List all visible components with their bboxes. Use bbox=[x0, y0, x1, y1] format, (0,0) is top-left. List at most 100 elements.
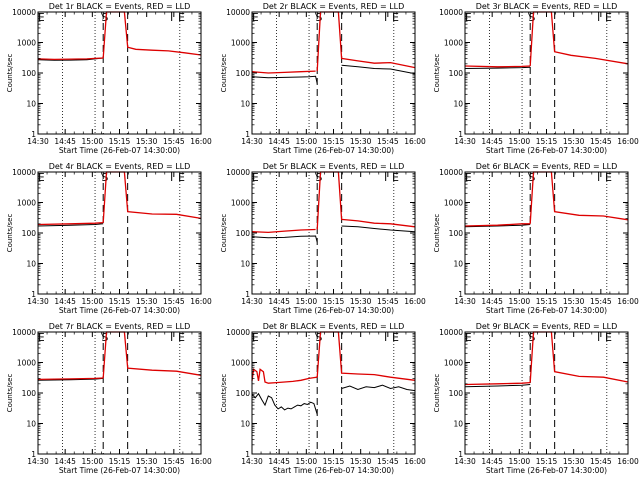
x-tick-label: 14:30 bbox=[27, 137, 49, 146]
event-marker-label: E bbox=[38, 331, 45, 344]
x-tick-label: 16:00 bbox=[404, 297, 426, 306]
x-tick-label: 15:45 bbox=[163, 297, 185, 306]
x-axis-label: Start Time (26-Feb-07 14:30:00) bbox=[273, 466, 394, 475]
y-axis-label: Counts/sec bbox=[433, 374, 441, 413]
series-line-lld bbox=[251, 70, 316, 74]
event-marker-label: S bbox=[315, 331, 322, 344]
y-tick-label: 10000 bbox=[226, 168, 250, 177]
panel-title: Det 3r BLACK = Events, RED = LLD bbox=[476, 2, 618, 11]
series-line-lld bbox=[251, 228, 316, 234]
x-tick-label: 15:15 bbox=[536, 457, 558, 466]
x-tick-label: 15:45 bbox=[377, 137, 399, 146]
event-marker-label: S bbox=[101, 11, 108, 24]
x-tick-label: 15:30 bbox=[350, 297, 372, 306]
x-tick-label: 14:30 bbox=[454, 137, 476, 146]
y-tick-label: 1000 bbox=[231, 199, 250, 208]
x-axis-label: Start Time (26-Feb-07 14:30:00) bbox=[59, 146, 180, 155]
x-axis-label: Start Time (26-Feb-07 14:30:00) bbox=[273, 146, 394, 155]
x-tick-label: 14:45 bbox=[54, 297, 76, 306]
x-tick-label: 14:45 bbox=[481, 457, 503, 466]
y-tick-label: 10 bbox=[453, 100, 463, 109]
x-axis-label: Start Time (26-Feb-07 14:30:00) bbox=[486, 146, 607, 155]
x-tick-label: 15:30 bbox=[136, 297, 158, 306]
y-tick-label: 100 bbox=[22, 389, 37, 398]
y-tick-label: 10000 bbox=[439, 168, 463, 177]
event-marker-label: E bbox=[252, 171, 259, 184]
event-marker-label: E bbox=[38, 11, 45, 24]
x-tick-label: 15:15 bbox=[109, 297, 131, 306]
x-tick-label: 14:30 bbox=[241, 137, 263, 146]
series-line-events bbox=[464, 224, 531, 228]
y-tick-label: 100 bbox=[449, 229, 464, 238]
x-tick-label: 14:30 bbox=[454, 297, 476, 306]
series-line-lld-peak bbox=[529, 11, 629, 67]
x-tick-label: 15:45 bbox=[590, 457, 612, 466]
y-tick-label: 1 bbox=[245, 450, 250, 459]
y-axis-label: Counts/sec bbox=[433, 54, 441, 93]
x-tick-label: 14:45 bbox=[268, 457, 290, 466]
event-marker-label: E bbox=[178, 331, 185, 344]
y-tick-label: 10 bbox=[240, 100, 250, 109]
x-tick-label: 14:45 bbox=[481, 297, 503, 306]
panel-title: Det 1r BLACK = Events, RED = LLD bbox=[49, 2, 191, 11]
panel-title: Det 2r BLACK = Events, RED = LLD bbox=[263, 2, 405, 11]
y-tick-label: 10 bbox=[26, 260, 36, 269]
x-tick-label: 16:00 bbox=[404, 457, 426, 466]
y-tick-label: 10 bbox=[26, 100, 36, 109]
panel-title: Det 8r BLACK = Events, RED = LLD bbox=[263, 322, 405, 331]
y-axis-label: Counts/sec bbox=[6, 214, 14, 253]
event-marker-label: S bbox=[101, 171, 108, 184]
y-tick-label: 100 bbox=[449, 389, 464, 398]
x-tick-label: 15:30 bbox=[136, 457, 158, 466]
x-tick-label: 15:00 bbox=[82, 457, 104, 466]
x-tick-label: 16:00 bbox=[617, 297, 639, 306]
event-marker-label: E bbox=[252, 11, 259, 24]
event-marker-label: E bbox=[178, 11, 185, 24]
series-line-lld bbox=[37, 221, 104, 226]
y-tick-label: 10000 bbox=[226, 328, 250, 337]
event-marker-label: S bbox=[315, 171, 322, 184]
x-tick-label: 16:00 bbox=[617, 137, 639, 146]
series-line-lld-peak bbox=[102, 11, 202, 59]
x-axis-label: Start Time (26-Feb-07 14:30:00) bbox=[273, 306, 394, 315]
y-axis-label: Counts/sec bbox=[220, 374, 228, 413]
x-axis-label: Start Time (26-Feb-07 14:30:00) bbox=[59, 466, 180, 475]
x-tick-label: 14:30 bbox=[454, 457, 476, 466]
x-tick-label: 15:00 bbox=[296, 297, 318, 306]
x-tick-label: 14:45 bbox=[54, 137, 76, 146]
event-marker-label: S bbox=[528, 331, 535, 344]
x-tick-label: 16:00 bbox=[617, 457, 639, 466]
x-tick-label: 15:45 bbox=[377, 297, 399, 306]
series-line-events bbox=[464, 66, 531, 69]
y-tick-label: 100 bbox=[22, 229, 37, 238]
x-tick-label: 14:45 bbox=[268, 137, 290, 146]
series-line-lld bbox=[464, 381, 531, 386]
x-tick-label: 15:00 bbox=[82, 297, 104, 306]
y-tick-label: 1 bbox=[31, 450, 36, 459]
y-tick-label: 1 bbox=[31, 130, 36, 139]
x-tick-label: 15:00 bbox=[296, 457, 318, 466]
event-marker-label: E bbox=[392, 11, 399, 24]
series-line-lld-peak bbox=[102, 331, 202, 379]
y-tick-label: 1 bbox=[458, 290, 463, 299]
y-tick-label: 10 bbox=[453, 420, 463, 429]
x-tick-label: 15:00 bbox=[296, 137, 318, 146]
event-marker-label: E bbox=[605, 171, 612, 184]
x-tick-label: 15:45 bbox=[377, 457, 399, 466]
y-tick-label: 10 bbox=[453, 260, 463, 269]
x-tick-label: 15:15 bbox=[109, 137, 131, 146]
series-line-lld bbox=[37, 57, 104, 61]
series-line-lld-peak bbox=[316, 331, 416, 381]
event-marker-label: E bbox=[392, 331, 399, 344]
y-axis-label: Counts/sec bbox=[6, 374, 14, 413]
y-tick-label: 10 bbox=[240, 260, 250, 269]
x-tick-label: 15:00 bbox=[509, 297, 531, 306]
